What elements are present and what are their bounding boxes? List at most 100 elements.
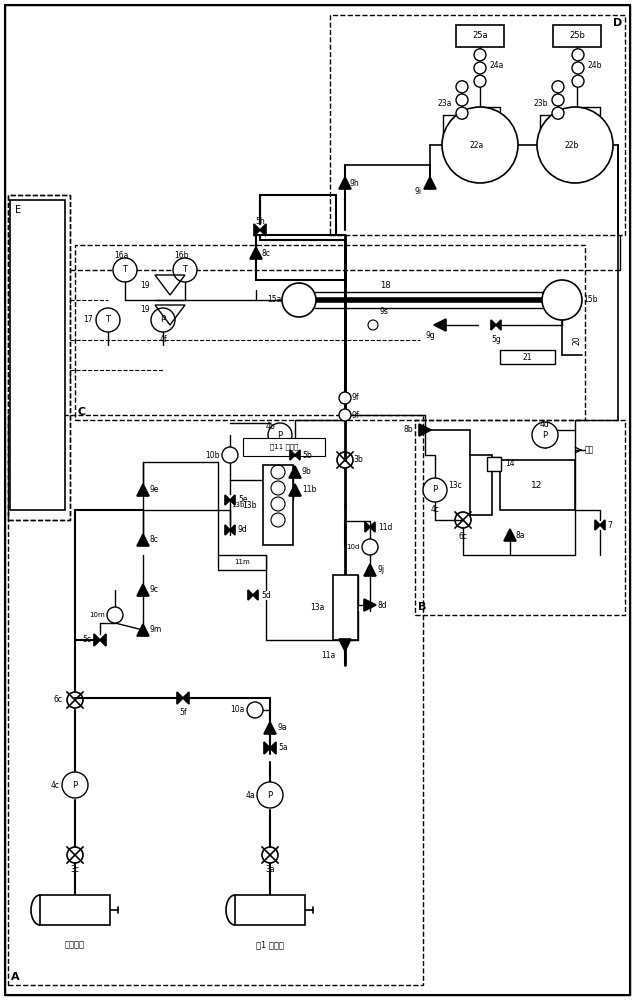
Text: 13bi: 13bi [232, 502, 247, 508]
Polygon shape [419, 424, 431, 436]
Circle shape [456, 94, 468, 106]
Circle shape [474, 75, 486, 87]
Text: 9f: 9f [352, 410, 359, 420]
Text: 14: 14 [505, 460, 514, 468]
Text: 25b: 25b [569, 31, 585, 40]
Text: 15a: 15a [267, 296, 282, 304]
Polygon shape [264, 722, 276, 734]
Polygon shape [364, 564, 376, 576]
Circle shape [222, 447, 238, 463]
Text: 11a: 11a [321, 650, 335, 660]
Bar [487, 457, 501, 471]
Polygon shape [496, 320, 501, 330]
Circle shape [572, 49, 584, 61]
Polygon shape [424, 177, 436, 189]
Text: 11b: 11b [302, 486, 316, 494]
Text: 17: 17 [83, 316, 93, 324]
Circle shape [474, 49, 486, 61]
Text: T: T [105, 316, 110, 324]
Text: 20: 20 [572, 335, 581, 345]
Text: 4d: 4d [540, 420, 550, 429]
Text: T: T [123, 265, 128, 274]
Text: 5e: 5e [238, 495, 248, 504]
Circle shape [368, 320, 378, 330]
Text: 6c: 6c [54, 696, 63, 704]
Circle shape [362, 539, 378, 555]
Circle shape [456, 81, 468, 93]
Polygon shape [339, 639, 351, 651]
Polygon shape [295, 450, 300, 460]
Bar [500, 460, 575, 510]
Circle shape [572, 62, 584, 74]
Polygon shape [504, 529, 516, 541]
Polygon shape [264, 742, 270, 754]
Text: 6c: 6c [458, 532, 467, 541]
Bar [333, 575, 358, 640]
Bar [456, 25, 504, 47]
Text: 10a: 10a [231, 706, 245, 714]
Text: 8a: 8a [516, 530, 526, 540]
Polygon shape [289, 466, 301, 478]
Polygon shape [177, 692, 183, 704]
Text: 11m: 11m [234, 559, 250, 565]
Circle shape [542, 280, 582, 320]
Text: 18: 18 [380, 280, 391, 290]
Text: P: P [72, 780, 77, 790]
Text: 9s: 9s [380, 308, 389, 316]
Polygon shape [339, 177, 351, 189]
Text: 15b: 15b [583, 296, 598, 304]
Bar [40, 895, 110, 925]
Circle shape [339, 392, 351, 404]
Circle shape [339, 409, 351, 421]
Circle shape [423, 478, 447, 502]
Polygon shape [270, 742, 276, 754]
Polygon shape [600, 520, 605, 530]
Text: C: C [78, 407, 86, 417]
Polygon shape [100, 634, 106, 646]
Bar [415, 420, 625, 615]
Text: 25a: 25a [472, 31, 488, 40]
Polygon shape [253, 590, 258, 600]
Text: D: D [613, 18, 622, 28]
Bar [553, 25, 601, 47]
Bar [10, 200, 65, 510]
Text: 21: 21 [522, 353, 531, 361]
Text: 综1 压缩机: 综1 压缩机 [256, 940, 284, 949]
Text: 综11 压缩机: 综11 压缩机 [270, 444, 298, 450]
Text: 9h: 9h [350, 178, 360, 188]
Text: 22b: 22b [565, 140, 579, 149]
Text: P: P [277, 430, 283, 440]
Bar [243, 438, 325, 456]
Polygon shape [254, 224, 260, 236]
Text: 5d: 5d [261, 590, 271, 599]
Circle shape [572, 75, 584, 87]
Circle shape [96, 308, 120, 332]
Polygon shape [230, 525, 235, 535]
Polygon shape [250, 247, 262, 259]
Text: 19: 19 [140, 306, 150, 314]
Polygon shape [137, 484, 149, 496]
Bar [218, 555, 266, 570]
Bar [235, 895, 305, 925]
Text: 13b: 13b [243, 500, 257, 510]
Bar [8, 195, 70, 520]
Bar [75, 245, 585, 420]
Text: 13c: 13c [448, 481, 462, 489]
Text: 9a: 9a [278, 724, 288, 732]
Polygon shape [491, 320, 496, 330]
Text: E: E [15, 205, 21, 215]
Circle shape [113, 258, 137, 282]
Circle shape [151, 308, 175, 332]
Polygon shape [137, 624, 149, 636]
Text: 23a: 23a [438, 99, 452, 107]
Text: 9e: 9e [150, 486, 159, 494]
Text: 放空: 放空 [585, 446, 594, 454]
Text: 24a: 24a [490, 60, 504, 70]
Text: 4b: 4b [265, 422, 275, 431]
Bar [8, 195, 70, 520]
Text: 5c: 5c [82, 636, 91, 645]
Text: 16b: 16b [174, 251, 189, 260]
Bar [470, 455, 492, 515]
Circle shape [532, 422, 558, 448]
Text: 9c: 9c [150, 585, 159, 594]
